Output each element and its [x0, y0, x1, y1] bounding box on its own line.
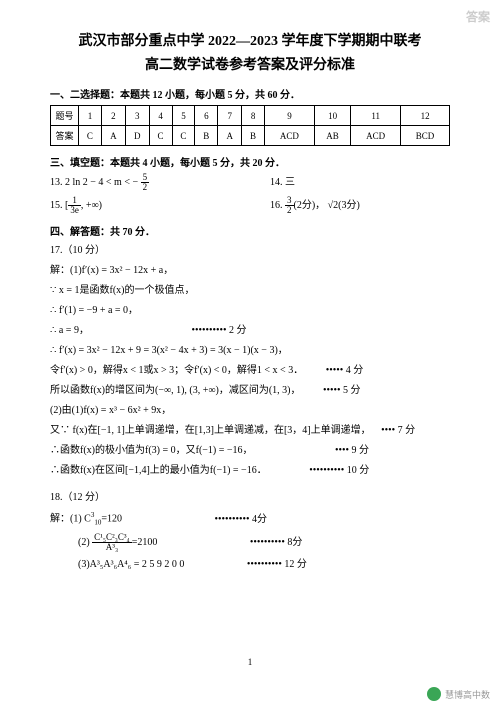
table-cell: 11	[351, 106, 401, 126]
table-cell: ACD	[265, 126, 315, 146]
table-cell: AB	[314, 126, 350, 146]
score-marker: •••••••••• 10 分	[309, 465, 369, 476]
fill-14: 14. 三	[270, 173, 450, 192]
table-cell: A	[101, 126, 125, 146]
section-2-head: 三、填空题：本题共 4 小题，每小题 5 分，共 20 分．	[50, 154, 450, 169]
q16-post1: (2分)，	[294, 200, 326, 211]
line-text: 所以函数f(x)的增区间为(−∞, 1), (3, +∞)，减区间为(1, 3)…	[50, 385, 301, 396]
table-cell: 4	[149, 106, 172, 126]
table-cell: BCD	[401, 126, 450, 146]
title-main: 武汉市部分重点中学 2022—2023 学年度下学期期中联考	[50, 30, 450, 50]
score-marker: •••••••••• 2 分	[191, 325, 246, 336]
table-cell: B	[242, 126, 265, 146]
q16-fraction: 32	[285, 196, 294, 215]
line-pre: (2)	[78, 537, 92, 548]
score-marker: ••••• 4 分	[326, 365, 364, 376]
frac-den: A³₃	[92, 543, 132, 552]
table-cell: C	[79, 126, 102, 146]
fill-16: 16. 32(2分)， √2(3分)	[270, 196, 450, 215]
q13-label: 13.	[50, 177, 63, 188]
table-cell: 3	[125, 106, 149, 126]
table-cell: 7	[218, 106, 242, 126]
watermark: 慧博高中数	[427, 687, 490, 701]
fill-15: 15. [13e, +∞)	[50, 196, 270, 215]
q18-header: 18.（12 分）	[50, 490, 450, 505]
score-marker: •••••••••• 12 分	[247, 559, 307, 570]
section-3-head: 四、解答题：共 70 分．	[50, 223, 450, 238]
line-text: ∴函数f(x)在区间[−1,4]上的最小值为f(−1) = −16．	[50, 465, 267, 476]
line-post: =2100	[132, 537, 158, 548]
q13-text: 2 ln 2 − 4 < m < −	[65, 177, 138, 188]
q18-line: (3)A³₅A³₆A⁴₆ = 2 5 9 2 0 0 •••••••••• 12…	[50, 557, 450, 572]
table-cell: 10	[314, 106, 350, 126]
table-cell: C	[149, 126, 172, 146]
table-cell: D	[125, 126, 149, 146]
q17-line: 所以函数f(x)的增区间为(−∞, 1), (3, +∞)，减区间为(1, 3)…	[50, 383, 450, 398]
q16-label: 16.	[270, 200, 283, 211]
fill-13: 13. 2 ln 2 − 4 < m < − 52	[50, 173, 270, 192]
score-marker: ••••• 5 分	[323, 385, 361, 396]
table-row-label: 答案	[51, 126, 79, 146]
frac-den: 2	[141, 183, 150, 192]
table-cell: 2	[101, 106, 125, 126]
line-text: 又∵ f(x)在[−1, 1]上单调递增，在[1,3]上单调递减，在[3，4]上…	[50, 425, 371, 436]
q17-line: ∴函数f(x)的极小值为f(3) = 0，又f(−1) = −16， •••• …	[50, 443, 450, 458]
frac-den: 3e	[68, 206, 81, 215]
line-text: (3)A³₅A³₆A⁴₆ = 2 5 9 2 0 0	[78, 559, 184, 570]
score-marker: •••••••••• 8分	[250, 537, 303, 548]
q16-part2: √2(3分)	[328, 200, 360, 211]
line-text: 解：(1) C	[50, 514, 91, 525]
q17-line: 又∵ f(x)在[−1, 1]上单调递增，在[1,3]上单调递减，在[3，4]上…	[50, 423, 450, 438]
table-cell: 12	[401, 106, 450, 126]
table-row-label: 题号	[51, 106, 79, 126]
q17-line: ∴ a = 9， •••••••••• 2 分	[50, 323, 450, 338]
q18-line: 解：(1) C310=120 •••••••••• 4分	[50, 510, 450, 528]
table-cell: 5	[172, 106, 195, 126]
q17-line: (2)由(1)f(x) = x³ − 6x² + 9x，	[50, 403, 450, 418]
q13-fraction: 52	[141, 173, 150, 192]
table-cell: A	[218, 126, 242, 146]
q17-line: ∴ f′(1) = −9 + a = 0，	[50, 303, 450, 318]
q14-label: 14.	[270, 177, 283, 188]
table-cell: 1	[79, 106, 102, 126]
score-marker: •••••••••• 4分	[214, 514, 267, 525]
q18-line: (2) C¹₅C²₃C³₄A³₃=2100 •••••••••• 8分	[50, 533, 450, 552]
table-cell: B	[195, 126, 218, 146]
q15-fraction: 13e	[68, 196, 81, 215]
line-text: ∴ a = 9，	[50, 325, 89, 336]
corner-watermark: 答案	[466, 8, 490, 25]
watermark-icon	[427, 687, 441, 701]
table-cell: 9	[265, 106, 315, 126]
q14-text: 三	[285, 177, 295, 188]
score-marker: •••• 9 分	[335, 445, 369, 456]
q17-line: ∵ x = 1是函数f(x)的一个极值点，	[50, 283, 450, 298]
q17-line: ∴ f′(x) = 3x² − 12x + 9 = 3(x² − 4x + 3)…	[50, 343, 450, 358]
q17-header: 17.（10 分）	[50, 243, 450, 258]
answer-table: 题号 1 2 3 4 5 6 7 8 9 10 11 12 答案 C A D C…	[50, 105, 450, 146]
q18-fraction: C¹₅C²₃C³₄A³₃	[92, 533, 132, 552]
q15-post: , +∞)	[81, 200, 102, 211]
table-cell: 8	[242, 106, 265, 126]
table-cell: C	[172, 126, 195, 146]
line-text: ∴函数f(x)的极小值为f(3) = 0，又f(−1) = −16，	[50, 445, 253, 456]
table-cell: 6	[195, 106, 218, 126]
section-1-head: 一、二选择题：本题共 12 小题，每小题 5 分，共 60 分．	[50, 86, 450, 101]
frac-den: 2	[285, 206, 294, 215]
table-cell: ACD	[351, 126, 401, 146]
q17-line: 解：(1)f′(x) = 3x² − 12x + a，	[50, 263, 450, 278]
line-text: 令f′(x) > 0，解得x < 1或x > 3；令f′(x) < 0，解得1 …	[50, 365, 303, 376]
line-post: =120	[101, 514, 122, 525]
score-marker: •••• 7 分	[381, 425, 415, 436]
watermark-text: 慧博高中数	[445, 688, 490, 701]
q17-line: 令f′(x) > 0，解得x < 1或x > 3；令f′(x) < 0，解得1 …	[50, 363, 450, 378]
title-sub: 高二数学试卷参考答案及评分标准	[50, 54, 450, 74]
q17-line: ∴函数f(x)在区间[−1,4]上的最小值为f(−1) = −16． •••••…	[50, 463, 450, 478]
page-number: 1	[248, 657, 253, 667]
q15-label: 15.	[50, 200, 63, 211]
